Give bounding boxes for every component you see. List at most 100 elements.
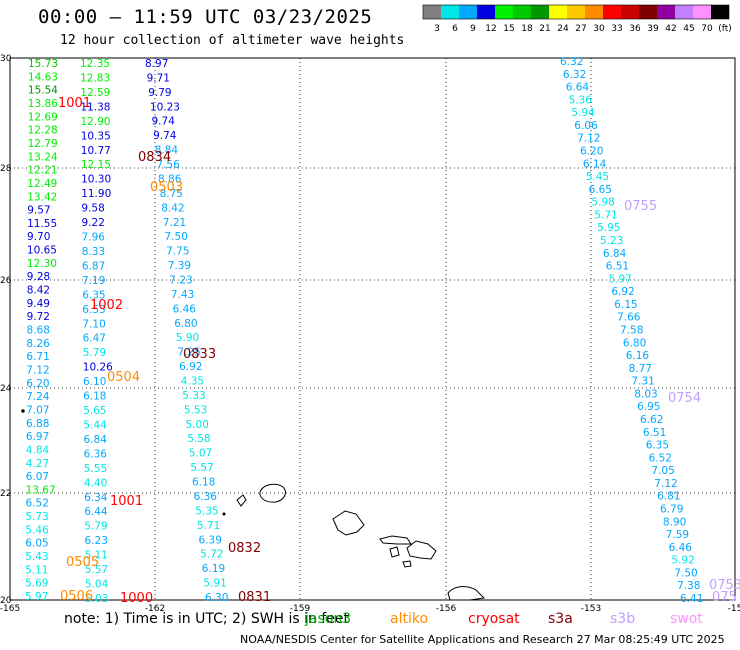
page-title: 00:00 — 11:59 UTC 03/23/2025	[38, 6, 373, 28]
pass-time-label: 0832	[228, 541, 261, 556]
track-mid-reading: 9.22	[82, 217, 105, 229]
y-tick-label: 24	[0, 384, 12, 394]
track-mid-reading: 6.87	[82, 260, 105, 272]
track-left-reading: 5.73	[25, 511, 48, 523]
track-right-reading: 6.81	[657, 491, 680, 503]
track-left-reading: 7.12	[26, 365, 49, 377]
track-left-reading: 9.49	[27, 298, 50, 310]
colorbar-swatch	[477, 5, 495, 19]
track-mid2-reading: 7.50	[165, 231, 188, 243]
track-left-reading: 13.24	[28, 151, 58, 163]
track-mid-reading: 10.35	[81, 130, 111, 142]
colorbar-tick-label: 21	[539, 24, 550, 34]
colorbar-tick-label: 42	[665, 24, 676, 34]
colorbar-swatch	[459, 5, 477, 19]
pass-time-label: 0755	[624, 199, 657, 214]
track-mid2-reading: 7.43	[171, 289, 194, 301]
track-mid-reading: 6.44	[84, 506, 108, 518]
island-lanai	[389, 546, 400, 558]
pass-time-label: 1001	[110, 494, 143, 509]
footer-note: note: 1) Time is in UTC; 2) SWH is in fe…	[64, 611, 350, 627]
track-mid-reading: 6.23	[85, 535, 108, 547]
track-right-reading: 6.95	[637, 401, 660, 413]
track-mid-reading: 7.19	[82, 275, 105, 287]
satellite-legend-jason3: jason3	[305, 611, 352, 627]
colorbar-swatch	[531, 5, 549, 19]
colorbar-swatch	[711, 5, 729, 19]
track-mid-reading: 12.15	[81, 159, 111, 171]
satellite-legend-cryosat: cryosat	[468, 611, 520, 627]
track-left-reading: 8.42	[27, 285, 50, 297]
track-mid-reading: 6.53	[82, 304, 105, 316]
x-tick-label: -165	[0, 604, 20, 614]
track-left-reading: 13.67	[26, 484, 56, 496]
track-mid2-reading: 5.53	[184, 404, 207, 416]
track-right-reading: 6.15	[614, 299, 637, 311]
island-dot	[222, 512, 226, 516]
pass-time-label: 0831	[238, 590, 271, 605]
track-mid2-reading: 9.74	[153, 130, 177, 142]
track-right-reading: 8.77	[629, 363, 652, 375]
track-left-reading: 7.07	[26, 404, 49, 416]
track-mid-reading: 4.40	[84, 477, 107, 489]
track-left-reading: 12.49	[27, 178, 57, 190]
track-mid-reading: 12.90	[81, 116, 111, 128]
track-left-reading: 10.65	[27, 245, 57, 257]
track-mid-reading: 6.36	[84, 448, 108, 460]
track-mid2-reading: 7.39	[168, 260, 191, 272]
track-left-reading: 4.27	[26, 458, 49, 470]
track-left-reading: 5.97	[25, 591, 48, 603]
track-left-reading: 12.28	[28, 125, 58, 137]
island-niihau	[236, 494, 247, 507]
map-frame	[9, 57, 736, 601]
track-mid-reading: 5.44	[83, 420, 107, 432]
colorbar-swatch	[693, 5, 711, 19]
color-legend-bar: 3 6 9 12 15 18 21 24 27 30 33 36 39 42 45 70 (ft)	[422, 4, 732, 34]
track-mid2-reading: 5.71	[197, 520, 220, 532]
track-mid2-reading: 7.21	[163, 217, 186, 229]
pass-time-label: 0506	[60, 589, 93, 604]
track-mid2-reading: 9.79	[148, 87, 171, 99]
track-right-reading: 6.80	[623, 337, 646, 349]
pass-time-label: 1001	[58, 96, 91, 111]
pass-time-label: 075	[712, 590, 737, 605]
track-left-reading: 6.71	[26, 351, 49, 363]
track-mid2-reading: 5.91	[203, 578, 226, 590]
track-mid2-reading: 7.56	[156, 159, 180, 171]
track-mid-reading: 6.35	[82, 289, 105, 301]
track-right-reading: 5.94	[571, 107, 595, 119]
track-mid-reading: 10.77	[81, 145, 111, 157]
y-tick-label: 28	[0, 164, 12, 174]
track-left-reading: 13.86	[28, 98, 58, 110]
satellite-legend-s3b: s3b	[610, 611, 636, 627]
track-right-reading: 7.12	[654, 478, 677, 490]
y-tick-label: 26	[0, 276, 12, 286]
track-mid-reading: 6.18	[83, 391, 106, 403]
track-mid2-reading: 6.30	[205, 592, 228, 604]
track-left-reading: 7.24	[26, 391, 50, 403]
map-grid: -165 -162 -159 -156 -153 -15 30 28 26 24 22 20	[0, 54, 740, 614]
track-mid2-reading: 6.18	[192, 477, 215, 489]
pass-time-label: 0834	[138, 150, 171, 165]
track-right-reading: 6.46	[669, 542, 693, 554]
island-kauai	[259, 483, 286, 503]
track-right-reading: 7.05	[651, 465, 674, 477]
island-dot	[21, 409, 25, 413]
colorbar-swatch	[513, 5, 531, 19]
track-mid2-reading: 8.75	[160, 188, 183, 200]
track-mid-reading: 6.84	[84, 434, 108, 446]
colorbar-tick-label: 18	[521, 24, 533, 34]
satellite-legend-swot: swot	[670, 611, 703, 627]
colorbar-swatch	[441, 5, 459, 19]
x-tick-label: -159	[290, 604, 311, 614]
track-mid-reading: 12.59	[80, 87, 110, 99]
track-mid2-reading: 5.57	[190, 462, 213, 474]
track-mid2-reading: 5.35	[195, 505, 218, 517]
track-mid-reading: 12.83	[80, 73, 110, 85]
track-left-reading: 9.57	[27, 205, 50, 217]
track-mid-reading: 11.38	[80, 101, 110, 113]
track-left-reading: 8.26	[26, 338, 50, 350]
track-left-reading: 5.43	[25, 551, 48, 563]
track-mid-reading: 5.11	[85, 550, 108, 562]
